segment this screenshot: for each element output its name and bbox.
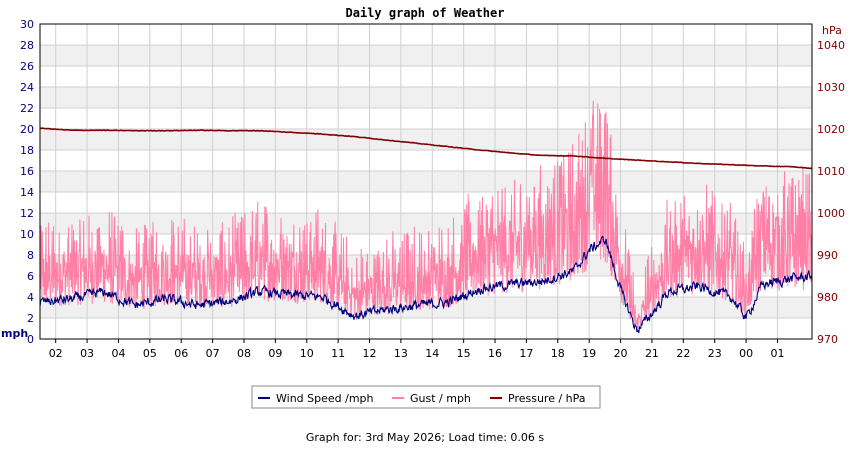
series-wind-speed-line	[39, 235, 813, 334]
right-tick-label: 980	[817, 291, 838, 304]
legend-label: Wind Speed /mph	[276, 392, 374, 405]
x-tick-label: 07	[206, 347, 220, 360]
left-axis-unit: mph	[1, 327, 28, 340]
right-tick-label: 1040	[817, 39, 845, 52]
left-tick-label: 0	[27, 333, 34, 346]
grid-band	[40, 297, 812, 318]
left-tick-label: 2	[27, 312, 34, 325]
x-axis-ticks: 02 03 04 05 06 07 08 09 10 11 12 13 14 15 16 17 18 19 20 21…	[49, 339, 784, 360]
left-tick-label: 12	[20, 207, 34, 220]
right-tick-label: 1020	[817, 123, 845, 136]
grid-band	[40, 129, 812, 150]
x-tick-label: 21	[645, 347, 659, 360]
right-tick-label: 990	[817, 249, 838, 262]
x-tick-label: 08	[237, 347, 251, 360]
legend: Wind Speed /mph Gust / mph Pressure / hPa	[258, 392, 586, 405]
x-tick-label: 06	[174, 347, 188, 360]
x-tick-label: 22	[676, 347, 690, 360]
x-tick-label: 16	[488, 347, 502, 360]
left-tick-label: 30	[20, 18, 34, 31]
series-layer	[39, 100, 813, 334]
grid-band	[40, 213, 812, 234]
left-tick-label: 24	[20, 81, 34, 94]
grid-band	[40, 87, 812, 108]
legend-label: Pressure / hPa	[508, 392, 586, 405]
left-tick-label: 16	[20, 165, 34, 178]
right-tick-label: 1030	[817, 81, 845, 94]
x-tick-label: 20	[614, 347, 628, 360]
x-tick-label: 00	[739, 347, 753, 360]
right-tick-label: 1010	[817, 165, 845, 178]
left-tick-label: 22	[20, 102, 34, 115]
x-tick-label: 09	[268, 347, 282, 360]
left-tick-label: 6	[27, 270, 34, 283]
x-tick-label: 03	[80, 347, 94, 360]
chart-title: Daily graph of Weather	[346, 6, 505, 20]
left-tick-label: 14	[20, 186, 34, 199]
grid-band	[40, 45, 812, 66]
left-tick-label: 20	[20, 123, 34, 136]
series-pressure-line	[39, 127, 813, 170]
x-tick-label: 23	[708, 347, 722, 360]
x-tick-label: 15	[457, 347, 471, 360]
grid-band	[40, 171, 812, 192]
right-axis-unit: hPa	[822, 24, 842, 37]
x-tick-label: 04	[111, 347, 125, 360]
left-tick-label: 8	[27, 249, 34, 262]
x-tick-label: 11	[331, 347, 345, 360]
x-tick-label: 12	[363, 347, 377, 360]
left-tick-label: 10	[20, 228, 34, 241]
x-tick-label: 19	[582, 347, 596, 360]
left-tick-label: 28	[20, 39, 34, 52]
right-tick-label: 1000	[817, 207, 845, 220]
left-tick-label: 18	[20, 144, 34, 157]
right-axis-ticks: 970 980 990 1000 1010 1020 1030 1040	[817, 39, 845, 346]
right-tick-label: 970	[817, 333, 838, 346]
legend-label: Gust / mph	[410, 392, 471, 405]
x-tick-label: 14	[425, 347, 439, 360]
left-tick-label: 26	[20, 60, 34, 73]
x-tick-label: 05	[143, 347, 157, 360]
x-tick-label: 18	[551, 347, 565, 360]
x-tick-label: 10	[300, 347, 314, 360]
footer-status: Graph for: 3rd May 2026; Load time: 0.06…	[305, 431, 545, 444]
left-tick-label: 4	[27, 291, 34, 304]
x-tick-label: 13	[394, 347, 408, 360]
x-tick-label: 17	[519, 347, 533, 360]
series-gust-line	[39, 100, 813, 330]
plot-border	[39, 23, 813, 340]
x-tick-label: 02	[49, 347, 63, 360]
legend-box	[251, 385, 601, 409]
x-tick-label: 01	[770, 347, 784, 360]
